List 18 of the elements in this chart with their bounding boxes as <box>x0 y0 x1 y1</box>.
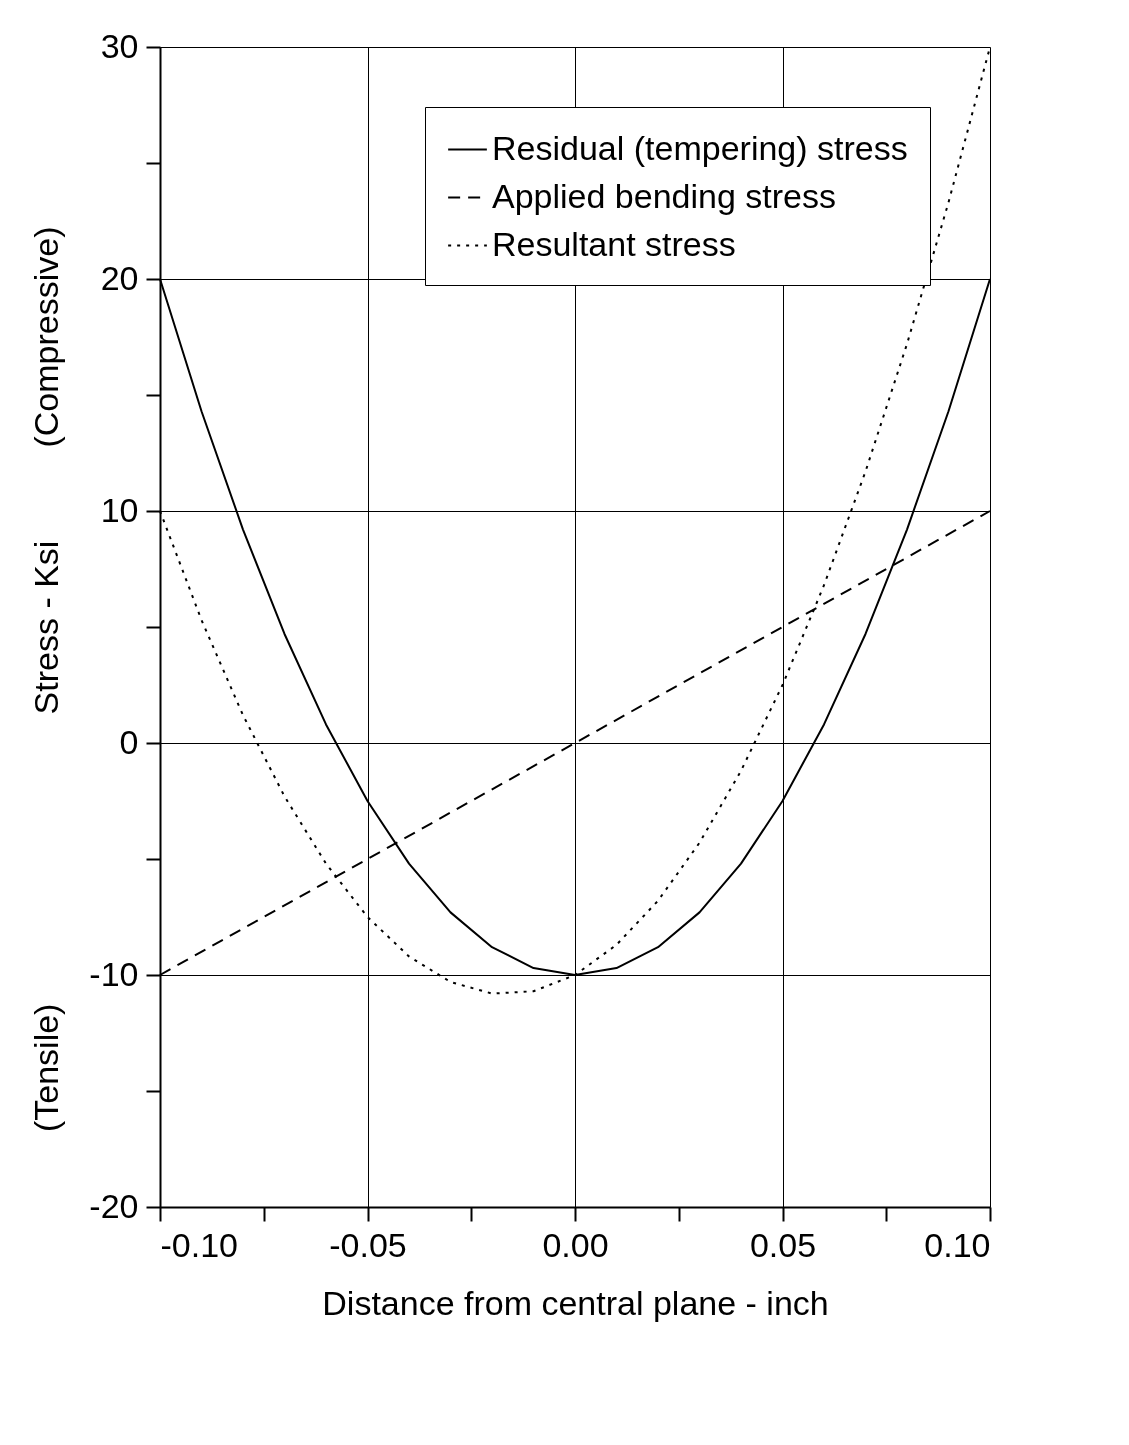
x-tick-label: 0.00 <box>542 1225 609 1264</box>
y-tick-label: 30 <box>100 26 139 65</box>
x-tick-label: 0.10 <box>924 1225 991 1264</box>
y-tick-label: -20 <box>89 1186 139 1225</box>
x-axis-title: Distance from central plane - inch <box>322 1283 829 1322</box>
y-tick-label: -10 <box>89 954 139 993</box>
y-axis-title: Stress - Ksi <box>27 540 66 715</box>
y-tick-label: 0 <box>119 722 139 761</box>
text: (Compressive) <box>27 226 65 448</box>
legend-label: Applied bending stress <box>492 176 837 215</box>
legend-label: Resultant stress <box>492 224 736 263</box>
text: (Tensile) <box>27 1003 65 1133</box>
x-tick-label: -0.05 <box>329 1225 407 1264</box>
legend-label: Residual (tempering) stress <box>492 128 908 167</box>
y-tick-label: 10 <box>100 490 139 529</box>
x-tick-label: 0.05 <box>749 1225 817 1264</box>
x-tick-label: -0.10 <box>160 1225 238 1264</box>
y-tick-label: 20 <box>100 258 139 297</box>
